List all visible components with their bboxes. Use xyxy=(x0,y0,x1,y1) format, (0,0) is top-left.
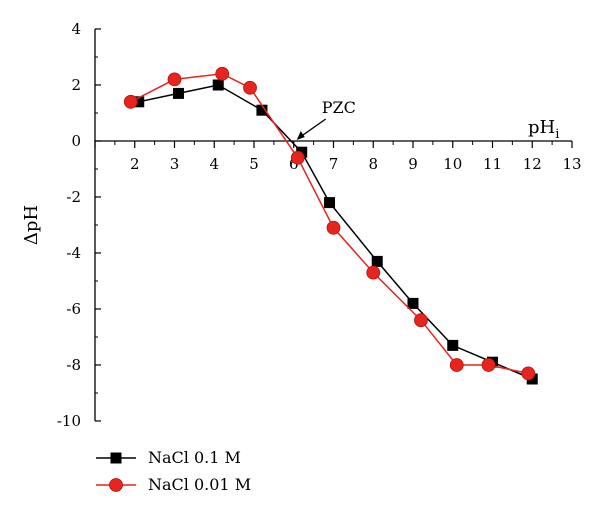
data-point-circle xyxy=(326,220,341,235)
x-axis-title-main: pH xyxy=(528,117,555,138)
data-point-square xyxy=(256,104,268,116)
legend-label: NaCl 0.01 M xyxy=(148,475,251,494)
x-tick-label: 4 xyxy=(209,155,219,173)
x-tick-label: 6 xyxy=(289,155,299,173)
legend-label: NaCl 0.1 M xyxy=(148,448,241,467)
y-tick-label: 2 xyxy=(71,76,81,94)
x-tick-label: 13 xyxy=(562,155,581,173)
y-tick-label: 0 xyxy=(71,132,81,150)
data-point-square xyxy=(407,297,419,309)
x-axis-title: pHi xyxy=(528,117,559,142)
legend-marker-square xyxy=(110,452,122,464)
pzc-arrow-head xyxy=(296,131,305,140)
legend-marker-circle xyxy=(109,478,123,492)
data-point-square xyxy=(212,79,224,91)
axes-layer: -10 -8 -6 -4 -2 0 2 4 2 3 4 5 6 7 8 9 10 11 12 13 ΔpH pHi xyxy=(21,20,582,430)
data-point-circle xyxy=(167,72,182,87)
data-point-circle xyxy=(123,94,138,109)
x-tick-label: 3 xyxy=(170,155,180,173)
series-layer xyxy=(123,66,538,385)
pzc-annotation-label: PZC xyxy=(322,98,356,117)
y-tick-label: 4 xyxy=(71,20,81,38)
data-point-circle xyxy=(449,358,464,372)
data-point-square xyxy=(371,255,383,267)
data-point-square xyxy=(172,87,184,99)
x-tick-label: 12 xyxy=(523,155,542,173)
y-tick-label: -8 xyxy=(66,356,81,374)
data-point-circle xyxy=(366,265,381,280)
y-tick-label: -2 xyxy=(66,188,81,206)
data-point-circle xyxy=(290,150,305,165)
x-tick-label: 7 xyxy=(329,155,339,173)
y-tick-label: -6 xyxy=(66,300,81,318)
x-tick-label: 9 xyxy=(408,155,418,173)
x-tick-label: 2 xyxy=(130,155,140,173)
x-tick-label: 10 xyxy=(443,155,462,173)
y-tick-label: -4 xyxy=(66,244,81,262)
data-point-circle xyxy=(215,66,230,81)
data-point-square xyxy=(447,339,459,351)
data-point-square xyxy=(133,96,145,108)
legend: NaCl 0.1 M NaCl 0.01 M xyxy=(96,448,251,494)
data-point-square xyxy=(324,197,336,209)
x-tick-label: 11 xyxy=(483,155,502,173)
data-point-circle xyxy=(243,80,257,95)
data-point-circle xyxy=(414,313,428,328)
x-tick-label: 5 xyxy=(249,155,259,173)
x-axis-title-subscript: i xyxy=(555,127,559,142)
annotation-layer: PZC xyxy=(296,98,356,140)
data-point-circle xyxy=(481,358,496,372)
y-axis-title: ΔpH xyxy=(21,205,42,245)
data-point-circle xyxy=(521,366,536,381)
x-tick-label: 8 xyxy=(368,155,378,173)
y-tick-label: -10 xyxy=(57,412,81,430)
